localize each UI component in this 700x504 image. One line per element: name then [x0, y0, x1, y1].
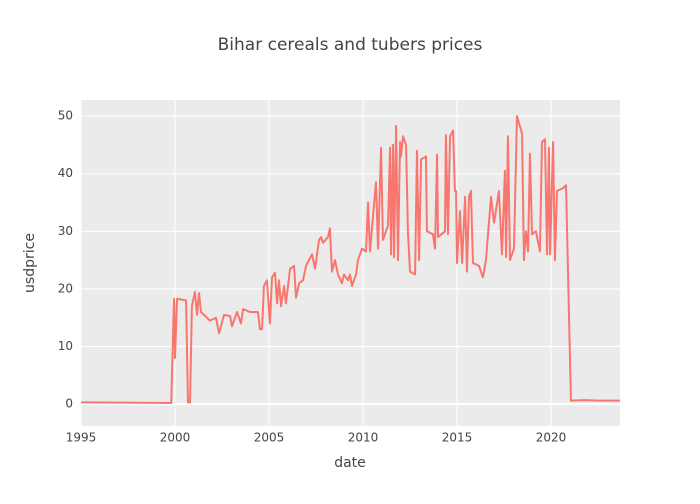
y-tick-label: 20 — [58, 281, 73, 295]
y-axis-title: usdprice — [22, 233, 38, 293]
x-tick-label: 2020 — [536, 431, 567, 445]
y-tick-label: 50 — [58, 109, 73, 123]
x-tick-label: 2005 — [254, 431, 285, 445]
chart-title: Bihar cereals and tubers prices — [218, 35, 483, 55]
y-tick-label: 40 — [58, 166, 73, 180]
plot-area — [81, 100, 620, 426]
y-tick-label: 30 — [58, 224, 73, 238]
x-tick-label: 1995 — [66, 431, 97, 445]
x-axis-title: date — [334, 455, 366, 471]
y-tick-label: 0 — [65, 397, 73, 411]
x-tick-label: 2015 — [442, 431, 473, 445]
y-tick-label: 10 — [58, 339, 73, 353]
x-tick-label: 2000 — [160, 431, 191, 445]
x-tick-label: 2010 — [348, 431, 379, 445]
line — [80, 115, 620, 404]
